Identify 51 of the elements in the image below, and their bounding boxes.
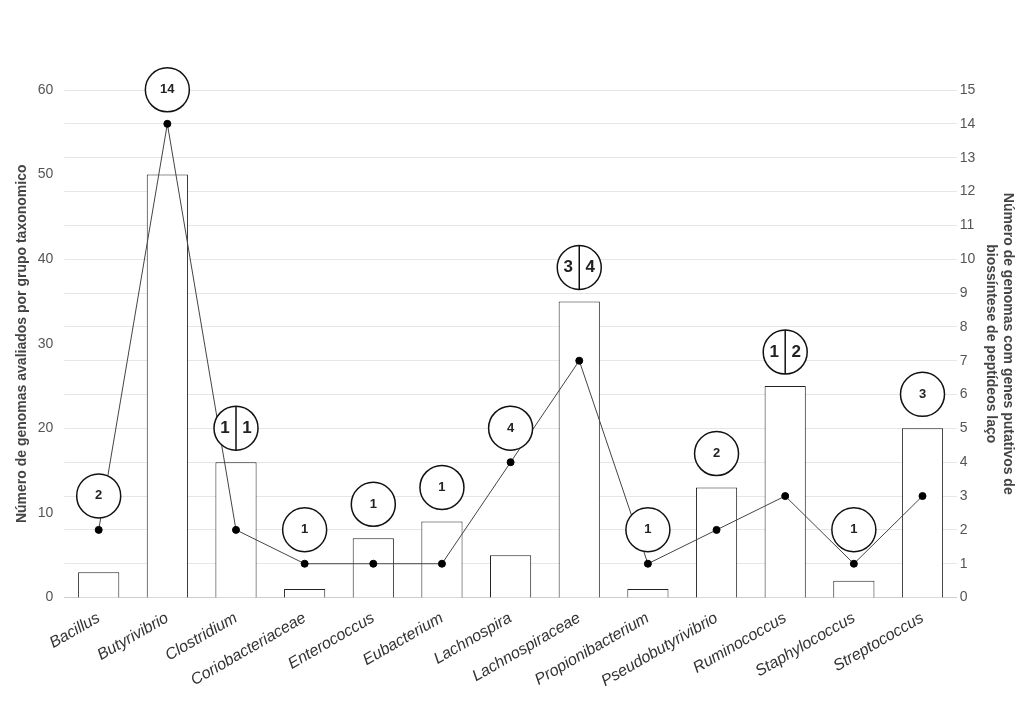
- point: [94, 525, 103, 534]
- y2-axis-title: Número de genomas com genes putativos de biossíntese de peptídeos laço: [983, 192, 1017, 495]
- y2-tick-label: 14: [959, 114, 976, 131]
- y2-tick-label: 15: [959, 80, 976, 97]
- y2-tick-label: 11: [959, 216, 975, 233]
- y-tick-label: 60: [37, 80, 54, 97]
- y2-tick-label: 0: [959, 588, 968, 605]
- y2-tick-label: 13: [959, 148, 976, 165]
- y2-tick-label: 5: [959, 419, 968, 436]
- y-tick-label: 40: [37, 250, 54, 267]
- y2-tick-label: 2: [959, 520, 968, 537]
- y-tick-label: 20: [37, 419, 54, 436]
- point: [918, 492, 927, 501]
- y2-tick-label: 10: [959, 250, 976, 267]
- y2-tick-label: 9: [959, 283, 968, 300]
- annotation: 1 2: [769, 341, 801, 361]
- y-axis-title: Número de genomas avaliados por grupo taxonomico: [13, 164, 30, 524]
- y2-tick-label: 6: [959, 385, 968, 402]
- annotation: 1: [438, 479, 446, 494]
- point: [712, 525, 721, 534]
- y2-tick-label: 3: [959, 486, 968, 503]
- point: [232, 525, 240, 534]
- annotation: 14: [160, 81, 176, 97]
- point: [437, 559, 446, 568]
- point: [300, 559, 309, 568]
- point: [369, 559, 378, 568]
- y2-tick-label: 12: [959, 182, 976, 199]
- y2-tick-label: 8: [959, 317, 968, 334]
- annotation: 1 1: [220, 417, 252, 437]
- annotation: 2: [95, 487, 103, 503]
- y2-tick-label: 4: [959, 453, 968, 470]
- y-tick-label: 0: [45, 588, 54, 605]
- y-tick-label: 50: [37, 165, 54, 182]
- annotation: 3: [918, 385, 927, 401]
- annotation: 4: [506, 419, 515, 435]
- annotation: 3 4: [563, 257, 596, 277]
- annotation: 1: [369, 495, 377, 511]
- point: [849, 559, 858, 568]
- point: [781, 492, 790, 501]
- y2-tick-label: 1: [959, 554, 968, 571]
- point: [643, 559, 652, 568]
- annotation: 1: [301, 521, 309, 537]
- y-tick-label: 10: [37, 503, 54, 520]
- annotation: 1: [644, 521, 652, 537]
- y2-tick-label: 7: [959, 351, 968, 368]
- point: [506, 458, 515, 467]
- annotation: 2: [712, 445, 721, 461]
- annotation: 1: [850, 521, 858, 537]
- y-tick-label: 30: [37, 334, 54, 351]
- point: [163, 119, 172, 128]
- point: [575, 356, 584, 365]
